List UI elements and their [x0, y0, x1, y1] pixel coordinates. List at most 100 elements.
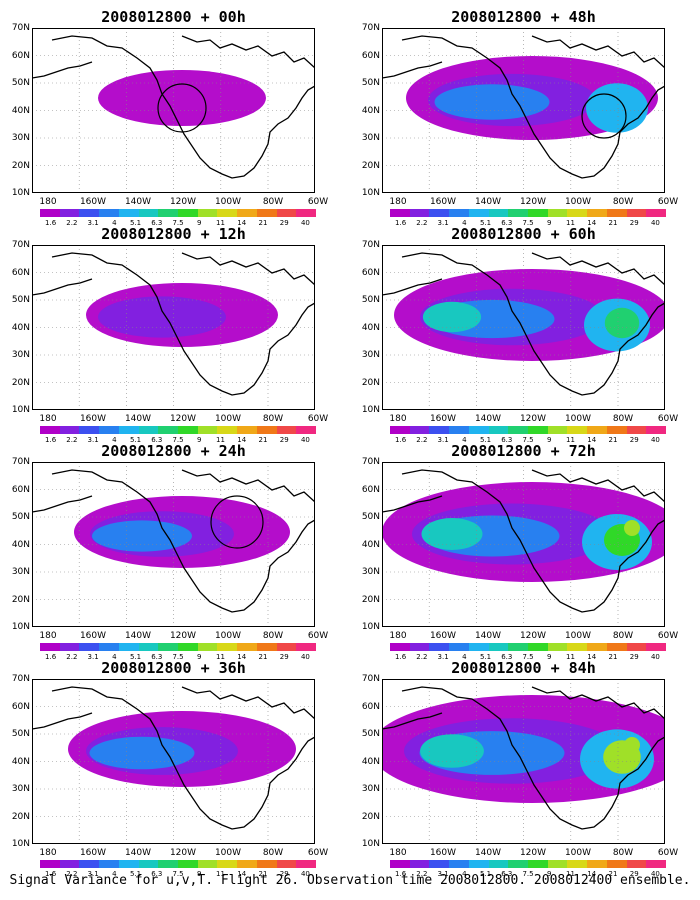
colorbar-label: 6.3 [501, 870, 513, 878]
colorbar-swatch [646, 426, 667, 434]
colorbar-label: 9 [547, 436, 552, 444]
colorbar-label: 4 [462, 219, 467, 227]
colorbar-swatch [40, 209, 60, 217]
colorbar-label: 7.5 [522, 870, 534, 878]
colorbar-swatch [276, 209, 297, 217]
colorbar-label: 11 [216, 653, 225, 661]
longitude-label: 180 [389, 848, 407, 858]
colorbar-label: 11 [566, 219, 575, 227]
colorbar-swatch [138, 209, 159, 217]
colorbar-swatch [197, 426, 218, 434]
latitude-label: 20N [361, 811, 380, 822]
colorbar-label: 11 [566, 436, 575, 444]
colorbar-label: 21 [258, 436, 268, 444]
colorbar-swatch [429, 643, 450, 651]
colorbar-label: 1.6 [395, 219, 407, 227]
colorbar-label: 21 [258, 870, 268, 878]
colorbar-label: 1.6 [45, 219, 57, 227]
colorbar-label: 40 [650, 870, 660, 878]
latitude-label: 50N [11, 295, 30, 305]
colorbar-swatch [646, 643, 667, 651]
latitude-label: 50N [11, 512, 30, 522]
colorbar [390, 209, 667, 217]
colorbar [40, 209, 317, 217]
colorbar-label: 29 [629, 436, 639, 444]
colorbar-swatch [59, 209, 80, 217]
latitude-label: 40N [11, 539, 30, 550]
colorbar-label: 1.6 [395, 870, 407, 878]
colorbar-swatch [197, 860, 218, 868]
colorbar-swatch [178, 209, 198, 217]
colorbar-swatch [40, 643, 60, 651]
colorbar-label: 7.5 [172, 870, 184, 878]
colorbar-swatch [508, 209, 529, 217]
colorbar-swatch [197, 209, 218, 217]
colorbar-swatch [59, 426, 80, 434]
colorbar-labels: 1.6 2.2 3.1 4 5.1 6.3 7.5 9 11 14 21 29 40 [40, 870, 316, 878]
colorbar-label: 3.1 [87, 870, 99, 878]
variance-map [382, 679, 665, 844]
colorbar-label: 6.3 [151, 653, 163, 661]
colorbar-label: 7.5 [172, 436, 184, 444]
colorbar-labels: 1.6 2.2 3.1 4 5.1 6.3 7.5 9 11 14 21 29 40 [390, 436, 666, 444]
colorbar-swatch [99, 643, 119, 651]
colorbar-swatch [390, 643, 410, 651]
panel-title: 2008012800 + 72h [451, 442, 596, 460]
colorbar-label: 9 [197, 870, 202, 878]
latitude-label: 30N [11, 567, 30, 577]
colorbar-label: 3.1 [87, 436, 99, 444]
colorbar-swatch [296, 643, 317, 651]
longitude-label: 140W [124, 631, 152, 641]
colorbar-swatch [468, 209, 489, 217]
colorbar-label: 7.5 [522, 219, 534, 227]
colorbar-swatch [276, 426, 297, 434]
latitude-label: 20N [361, 377, 380, 388]
colorbar-label: 14 [587, 870, 597, 878]
longitude-label: 60W [657, 631, 679, 641]
colorbar-label: 11 [216, 870, 225, 878]
colorbar [390, 426, 667, 434]
colorbar-swatch [449, 426, 469, 434]
colorbar-label: 3.1 [87, 219, 99, 227]
colorbar-label: 40 [300, 870, 310, 878]
latitude-label: 10N [11, 405, 30, 415]
colorbar-label: 29 [629, 870, 639, 878]
colorbar-labels: 1.6 2.2 3.1 4 5.1 6.3 7.5 9 11 14 21 29 40 [390, 219, 666, 227]
longitude-label: 160W [429, 631, 457, 641]
colorbar-label: 14 [587, 436, 597, 444]
variance-map [32, 679, 315, 844]
colorbar-label: 1.6 [45, 870, 57, 878]
latitude-label: 10N [11, 839, 30, 849]
longitude-label: 160W [79, 848, 107, 858]
panel-title: 2008012800 + 24h [101, 442, 246, 460]
longitude-label: 100W [564, 848, 592, 858]
colorbar-label: 21 [608, 653, 618, 661]
longitude-label: 180 [39, 848, 57, 858]
colorbar-label: 21 [608, 436, 618, 444]
map-panel: 2008012800 + 84h 70N 60N 50N 40N 30N 20N 10N 180… [350, 659, 690, 878]
colorbar-label: 5.1 [129, 870, 142, 878]
longitude-label: 120W [169, 848, 197, 858]
latitude-label: 60N [11, 50, 30, 61]
latitude-label: 40N [11, 322, 30, 333]
colorbar-swatch [276, 643, 297, 651]
colorbar-label: 6.3 [151, 436, 163, 444]
longitude-label: 120W [169, 414, 197, 424]
colorbar-swatch [40, 426, 60, 434]
latitude-label: 10N [361, 622, 380, 632]
colorbar-label: 14 [237, 653, 247, 661]
colorbar [390, 643, 667, 651]
longitude-label: 100W [214, 631, 242, 641]
latitude-label: 60N [11, 267, 30, 278]
latitude-label: 70N [361, 240, 380, 250]
longitude-label: 100W [564, 197, 592, 207]
colorbar-label: 29 [279, 436, 289, 444]
colorbar-label: 14 [237, 436, 247, 444]
longitude-label: 160W [429, 197, 457, 207]
longitude-label: 120W [169, 631, 197, 641]
colorbar [40, 643, 317, 651]
latitude-label: 30N [11, 133, 30, 143]
colorbar-swatch [429, 426, 450, 434]
latitude-label: 30N [361, 784, 380, 794]
colorbar-label: 7.5 [522, 436, 534, 444]
